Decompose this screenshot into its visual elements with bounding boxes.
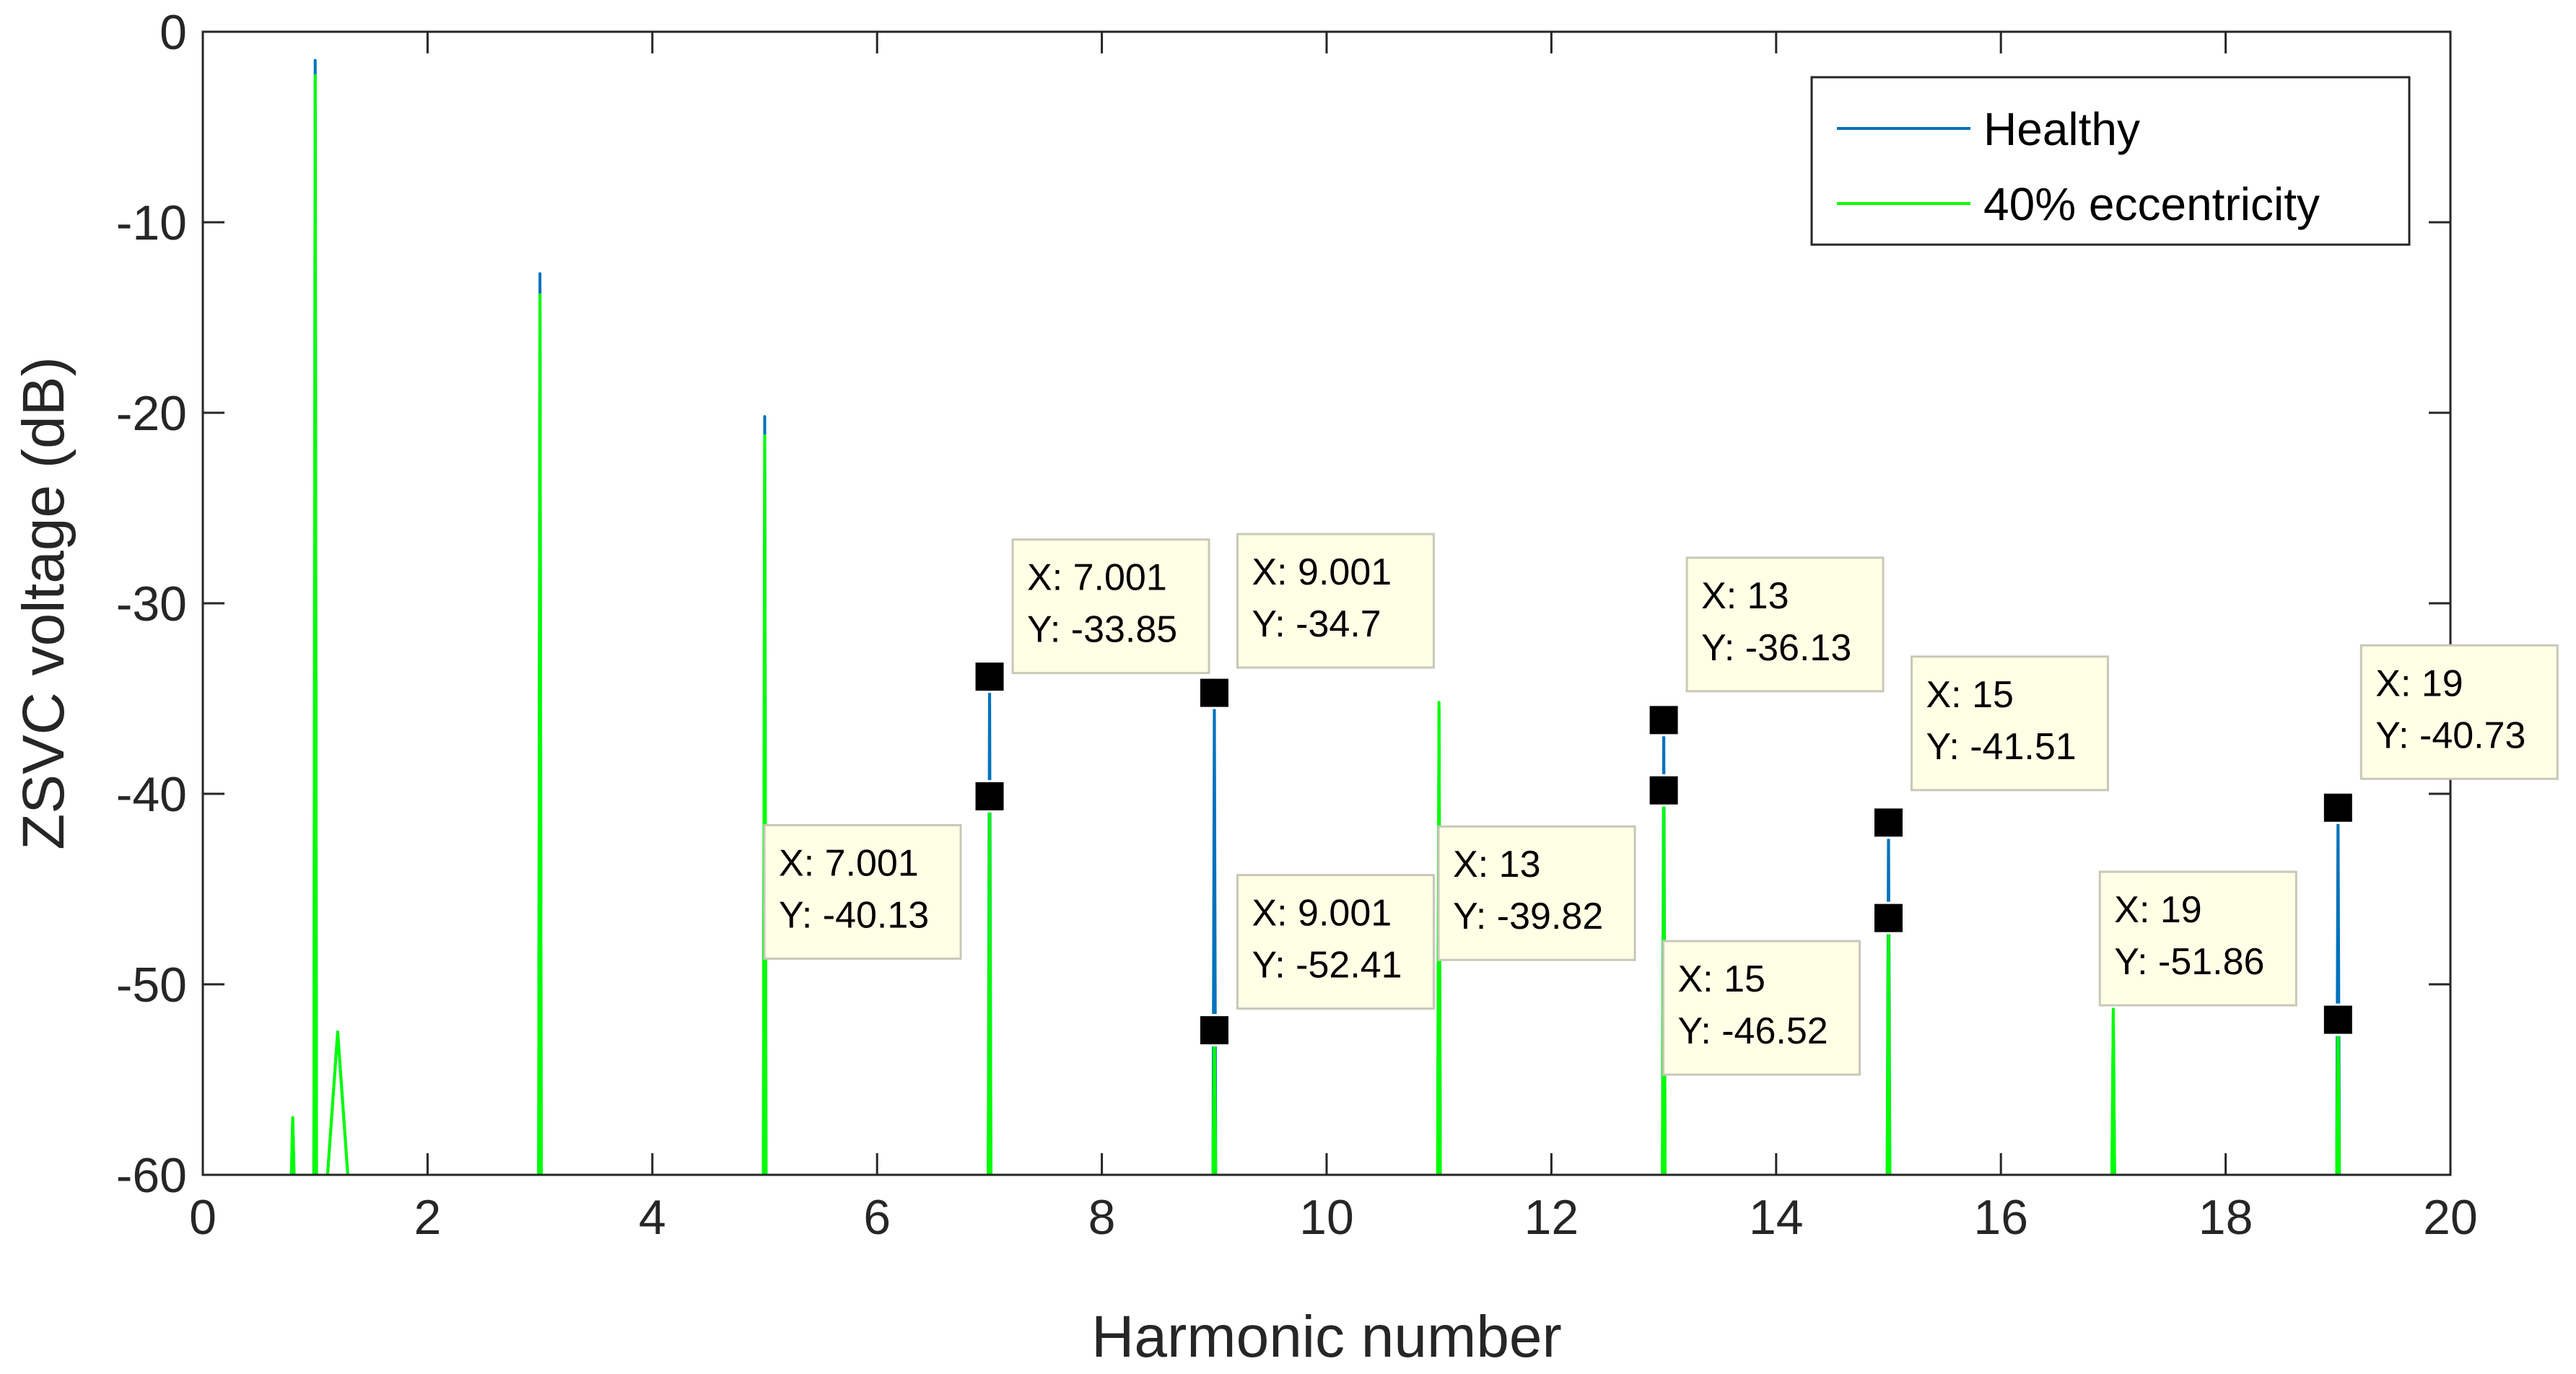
series-1-peak-9 [1885, 916, 1892, 1176]
legend-label-eccentricity: 40% eccentricity [1983, 178, 2320, 230]
x-tick-label: 8 [1088, 1190, 1116, 1245]
datatip-box [1662, 940, 1861, 1076]
datatip-marker[interactable] [2321, 1003, 2354, 1036]
legend-label-healthy: Healthy [1983, 103, 2140, 155]
datatip-x-value: X: 7.001 [779, 842, 919, 884]
x-tick-label: 12 [1524, 1190, 1579, 1245]
x-tick-label: 18 [2199, 1190, 2253, 1245]
datatip-box [1437, 825, 1636, 961]
ticks-layer: 0 2 4 6 8 10 12 14 16 18 20 0 -10 -20 -30 -40 -50 -60 [116, 5, 2478, 1245]
datatip-marker[interactable] [2321, 791, 2354, 824]
datatip[interactable]: X: 15 Y: -41.51 [1872, 655, 2109, 839]
datatip-box [1011, 538, 1210, 675]
x-tick-label: 16 [1973, 1190, 2028, 1245]
series-1-peak-6 [1211, 1028, 1218, 1176]
datatip-y-value: Y: -39.82 [1453, 896, 1603, 937]
datatip-x-value: X: 19 [2375, 662, 2463, 704]
y-tick-label: 0 [160, 5, 187, 60]
datatip-box [1911, 655, 2109, 792]
datatip-marker[interactable] [1872, 901, 1905, 935]
series-1-peak-7 [1436, 701, 1442, 1176]
series-1-peak-10 [2110, 1007, 2116, 1176]
datatip-x-value: X: 9.001 [1252, 551, 1392, 593]
series-1-peak-0 [289, 1116, 296, 1176]
y-tick-label: -50 [116, 958, 187, 1012]
x-tick-label: 6 [863, 1190, 891, 1245]
datatip-y-value: Y: -51.86 [2114, 941, 2264, 983]
datatip-box [1236, 533, 1435, 669]
y-tick-label: -10 [116, 196, 187, 250]
datatip-y-value: Y: -33.85 [1027, 609, 1177, 651]
datatip-box [763, 823, 962, 960]
series-1-peak-1 [312, 74, 318, 1176]
x-tick-label: 14 [1749, 1190, 1804, 1245]
x-tick-label: 2 [414, 1190, 441, 1245]
x-tick-label: 0 [189, 1190, 217, 1245]
datatips-layer: X: 7.001 Y: -33.85 X: 7.001 Y: -40.13 X: 9.0… [763, 533, 2559, 1076]
datatip-y-value: Y: -52.41 [1252, 945, 1402, 986]
series-1-peak-11 [2335, 1018, 2341, 1176]
datatip-marker[interactable] [1872, 806, 1905, 839]
datatip[interactable]: X: 13 Y: -39.82 [1437, 774, 1680, 961]
x-tick-label: 4 [639, 1190, 666, 1245]
datatip-x-value: X: 9.001 [1252, 893, 1392, 935]
datatip-box [1236, 874, 1435, 1010]
x-tick-label: 10 [1299, 1190, 1354, 1245]
series-1-peak-4 [761, 434, 768, 1176]
datatip[interactable]: X: 19 Y: -51.86 [2098, 870, 2354, 1036]
datatip-x-value: X: 15 [1678, 958, 1765, 1000]
datatip-box [1685, 556, 1885, 693]
series-1-peak-5 [987, 795, 992, 1176]
datatip[interactable]: X: 7.001 Y: -40.13 [763, 779, 1006, 960]
y-tick-label: -40 [116, 767, 187, 822]
datatip-box [2098, 870, 2297, 1007]
y-tick-label: -60 [116, 1148, 187, 1203]
datatip[interactable]: X: 19 Y: -40.73 [2321, 644, 2559, 824]
datatip-x-value: X: 13 [1701, 575, 1789, 617]
datatip-y-value: Y: -40.73 [2375, 714, 2525, 756]
datatip-y-value: Y: -46.52 [1678, 1010, 1828, 1052]
datatip-y-value: Y: -40.13 [779, 894, 929, 936]
series-1-peak-2 [326, 1030, 349, 1176]
legend-box [1810, 76, 2411, 246]
series-1-peak-3 [537, 293, 543, 1176]
datatip-y-value: Y: -34.7 [1252, 603, 1381, 645]
datatip[interactable]: X: 15 Y: -46.52 [1662, 901, 1905, 1076]
datatip-x-value: X: 13 [1453, 844, 1540, 885]
y-tick-label: -20 [116, 386, 187, 441]
datatip-y-value: Y: -36.13 [1701, 627, 1851, 669]
x-axis-title: Harmonic number [1091, 1304, 1562, 1370]
datatip-x-value: X: 19 [2114, 889, 2201, 931]
datatip[interactable]: X: 13 Y: -36.13 [1647, 556, 1885, 737]
datatip-x-value: X: 15 [1926, 674, 2014, 716]
datatip-marker[interactable] [1647, 774, 1680, 807]
datatip-marker[interactable] [1647, 704, 1680, 737]
datatip-marker[interactable] [1197, 676, 1231, 709]
datatip-marker[interactable] [973, 779, 1006, 813]
datatip[interactable]: X: 9.001 Y: -34.7 [1197, 533, 1435, 709]
legend: Healthy 40% eccentricity [1810, 76, 2411, 246]
datatip-y-value: Y: -41.51 [1926, 726, 2077, 768]
x-tick-label: 20 [2423, 1190, 2478, 1245]
datatip[interactable]: X: 9.001 Y: -52.41 [1197, 874, 1435, 1047]
datatip-marker[interactable] [973, 660, 1006, 693]
datatip-marker[interactable] [1197, 1014, 1231, 1047]
y-axis-title: ZSVC voltage (dB) [11, 356, 77, 850]
datatip-box [2359, 644, 2559, 780]
y-tick-label: -30 [116, 577, 187, 631]
datatip-x-value: X: 7.001 [1027, 557, 1167, 599]
datatip[interactable]: X: 7.001 Y: -33.85 [973, 538, 1210, 693]
